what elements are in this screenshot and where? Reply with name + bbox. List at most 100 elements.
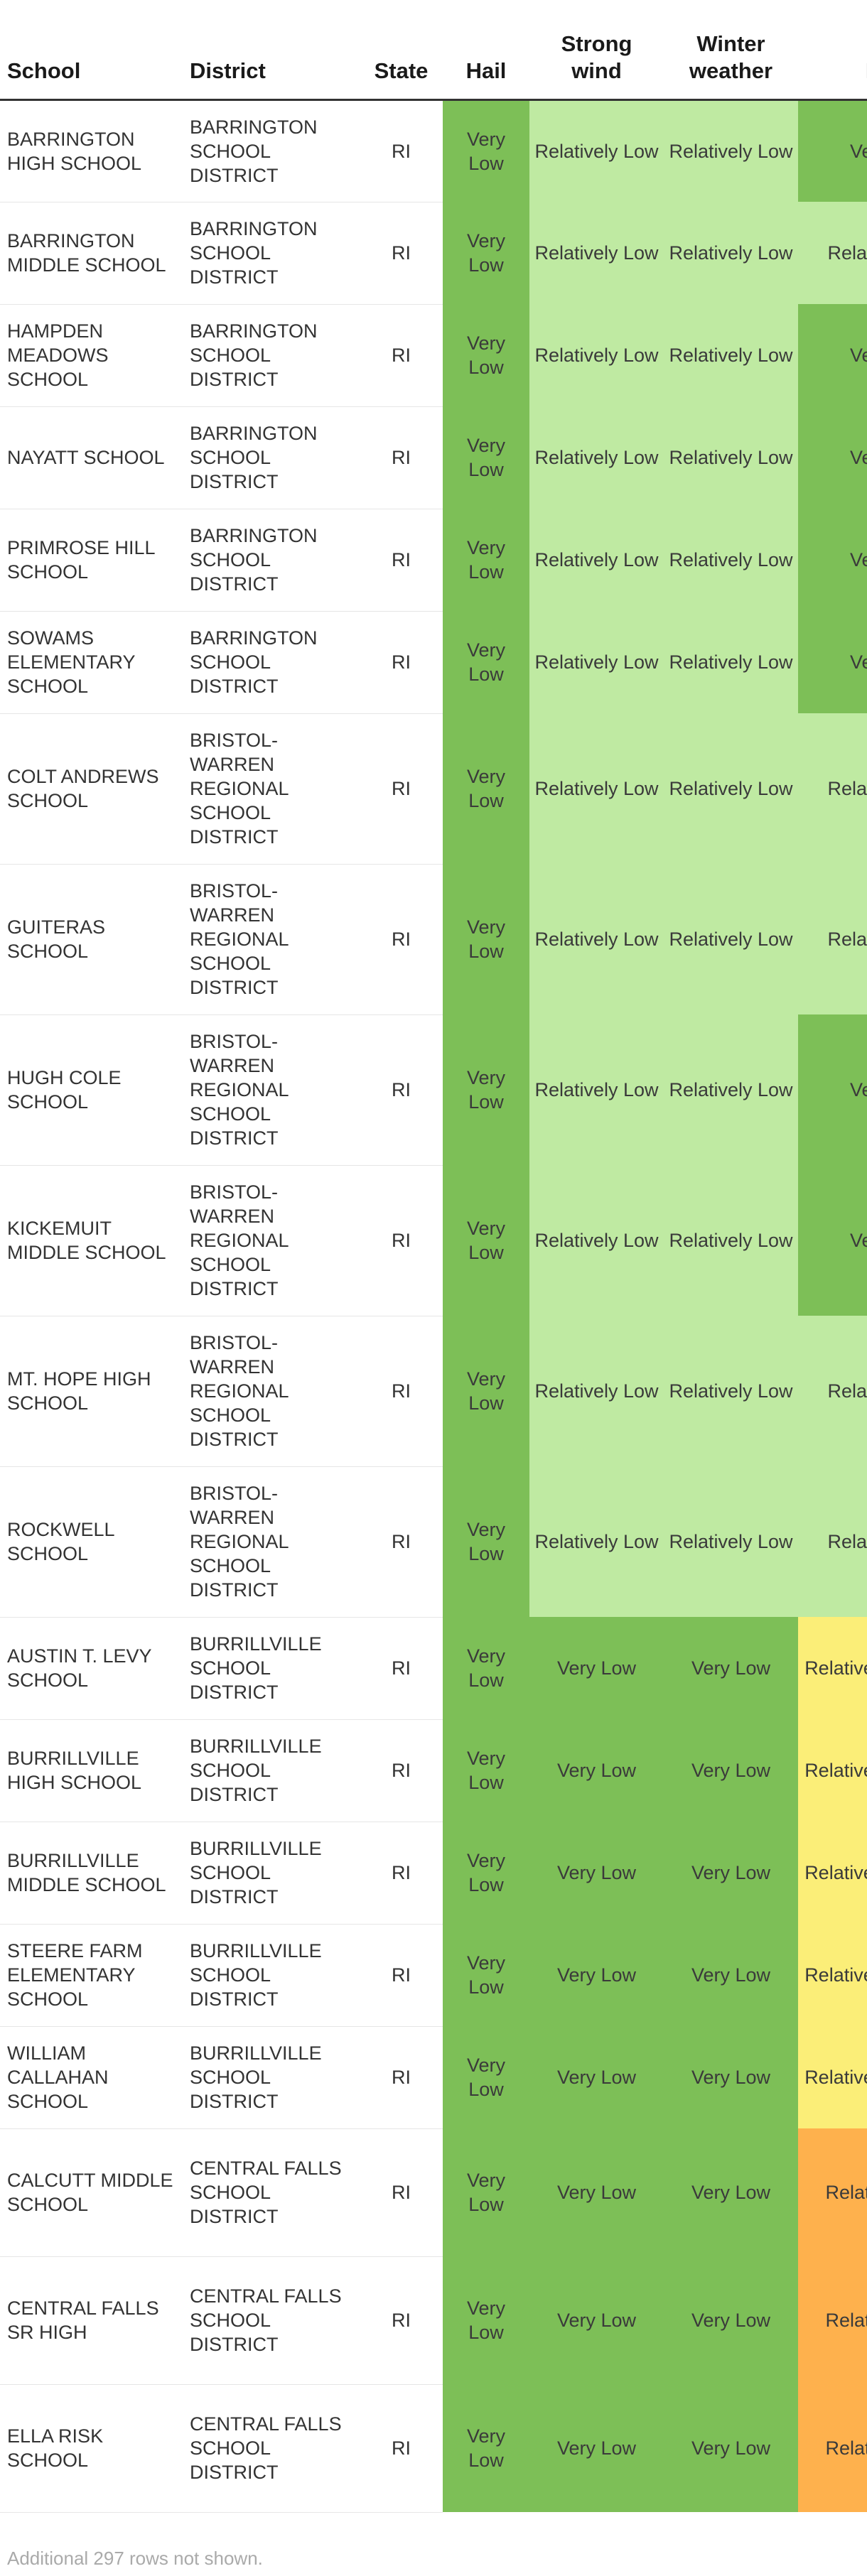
cell-strong-wind-risk: Very Low — [529, 2026, 664, 2128]
table-row: KICKEMUIT MIDDLE SCHOOL BRISTOL-WARREN RE… — [0, 1165, 867, 1316]
cell-strong-wind-risk: Very Low — [529, 2128, 664, 2256]
cell-district: BARRINGTON SCHOOL DISTRICT — [183, 304, 360, 407]
cell-winter-weather-risk: Relatively Low — [664, 406, 798, 509]
cell-school: PRIMROSE HILL SCHOOL — [0, 509, 183, 612]
cell-winter-weather-risk: Very Low — [664, 2256, 798, 2384]
cell-state: RI — [360, 1719, 443, 1822]
cell-hail-risk: Very Low — [443, 1617, 529, 1719]
table-row: AUSTIN T. LEVY SCHOOL BURRILLVILLE SCHOOL… — [0, 1617, 867, 1720]
cell-district: BURRILLVILLE SCHOOL DISTRICT — [183, 1719, 360, 1822]
cell-winter-weather-risk: Very Low — [664, 2128, 798, 2256]
cell-state: RI — [360, 1165, 443, 1316]
cell-winter-weather-risk: Relatively Low — [664, 99, 798, 202]
table-row: PRIMROSE HILL SCHOOL BARRINGTON SCHOOL DI… — [0, 509, 867, 612]
cell-school: SOWAMS ELEMENTARY SCHOOL — [0, 611, 183, 714]
cell-state: RI — [360, 2256, 443, 2385]
cell-state: RI — [360, 1822, 443, 1925]
cell-strong-wind-risk: Very Low — [529, 2256, 664, 2384]
table-row: STEERE FARM ELEMENTARY SCHOOL BURRILLVILL… — [0, 1924, 867, 2027]
cell-hail-risk: Very Low — [443, 713, 529, 864]
cell-district: CENTRAL FALLS SCHOOL DISTRICT — [183, 2256, 360, 2385]
cell-state: RI — [360, 304, 443, 407]
cell-hail-risk: Very Low — [443, 2384, 529, 2512]
cell-heat-risk: Relatively Moderate — [798, 1924, 867, 2026]
cell-winter-weather-risk: Relatively Low — [664, 1316, 798, 1466]
cell-hail-risk: Very Low — [443, 1165, 529, 1316]
cell-hail-risk: Very Low — [443, 2256, 529, 2384]
cell-hail-risk: Very Low — [443, 304, 529, 406]
cell-school: CALCUTT MIDDLE SCHOOL — [0, 2128, 183, 2257]
cell-heat-risk: Relatively High — [798, 2256, 867, 2384]
cell-heat-risk: Relatively High — [798, 2128, 867, 2256]
cell-strong-wind-risk: Relatively Low — [529, 1316, 664, 1466]
cell-district: CENTRAL FALLS SCHOOL DISTRICT — [183, 2128, 360, 2257]
cell-school: NAYATT SCHOOL — [0, 406, 183, 509]
column-header-strong-wind[interactable]: Strong wind — [529, 18, 664, 101]
table-row: CALCUTT MIDDLE SCHOOL CENTRAL FALLS SCHOO… — [0, 2128, 867, 2257]
cell-hail-risk: Very Low — [443, 202, 529, 304]
cell-district: BRISTOL-WARREN REGIONAL SCHOOL DISTRICT — [183, 713, 360, 865]
table-row: BARRINGTON HIGH SCHOOL BARRINGTON SCHOOL … — [0, 99, 867, 202]
cell-hail-risk: Very Low — [443, 509, 529, 611]
cell-strong-wind-risk: Very Low — [529, 1617, 664, 1719]
cell-hail-risk: Very Low — [443, 1316, 529, 1466]
table-row: BURRILLVILLE HIGH SCHOOL BURRILLVILLE SCH… — [0, 1719, 867, 1822]
cell-heat-risk: Relatively Low — [798, 864, 867, 1014]
cell-school: STEERE FARM ELEMENTARY SCHOOL — [0, 1924, 183, 2027]
cell-winter-weather-risk: Relatively Low — [664, 304, 798, 406]
column-header-state[interactable]: State — [360, 18, 443, 101]
column-header-district[interactable]: District — [183, 18, 360, 101]
table-row: WILLIAM CALLAHAN SCHOOL BURRILLVILLE SCHO… — [0, 2026, 867, 2129]
cell-strong-wind-risk: Very Low — [529, 1924, 664, 2026]
cell-district: BURRILLVILLE SCHOOL DISTRICT — [183, 1924, 360, 2027]
cell-hail-risk: Very Low — [443, 1014, 529, 1165]
cell-hail-risk: Very Low — [443, 1822, 529, 1924]
cell-heat-risk: Very Low — [798, 1014, 867, 1165]
cell-winter-weather-risk: Relatively Low — [664, 1014, 798, 1165]
cell-state: RI — [360, 1316, 443, 1467]
cell-school: AUSTIN T. LEVY SCHOOL — [0, 1617, 183, 1720]
cell-strong-wind-risk: Relatively Low — [529, 1165, 664, 1316]
cell-heat-risk: Relatively Low — [798, 1466, 867, 1617]
cell-strong-wind-risk: Relatively Low — [529, 202, 664, 304]
cell-strong-wind-risk: Relatively Low — [529, 99, 664, 202]
cell-district: BRISTOL-WARREN REGIONAL SCHOOL DISTRICT — [183, 1014, 360, 1166]
cell-winter-weather-risk: Relatively Low — [664, 864, 798, 1014]
column-header-hail[interactable]: Hail — [443, 18, 529, 101]
school-hazard-table: School District State Hail Strong wind W… — [0, 18, 867, 2513]
cell-district: BARRINGTON SCHOOL DISTRICT — [183, 509, 360, 612]
cell-state: RI — [360, 99, 443, 202]
cell-strong-wind-risk: Relatively Low — [529, 406, 664, 509]
cell-strong-wind-risk: Relatively Low — [529, 713, 664, 864]
column-header-winter-weather[interactable]: Winter weather — [664, 18, 798, 101]
cell-winter-weather-risk: Relatively Low — [664, 713, 798, 864]
cell-school: HAMPDEN MEADOWS SCHOOL — [0, 304, 183, 407]
cell-district: BURRILLVILLE SCHOOL DISTRICT — [183, 2026, 360, 2129]
cell-district: BRISTOL-WARREN REGIONAL SCHOOL DISTRICT — [183, 1466, 360, 1618]
cell-heat-risk: Relatively Low — [798, 713, 867, 864]
table-row: HAMPDEN MEADOWS SCHOOL BARRINGTON SCHOOL … — [0, 304, 867, 407]
cell-winter-weather-risk: Relatively Low — [664, 611, 798, 713]
cell-winter-weather-risk: Very Low — [664, 2026, 798, 2128]
cell-heat-risk: Relatively Low — [798, 202, 867, 304]
cell-winter-weather-risk: Very Low — [664, 1719, 798, 1822]
cell-strong-wind-risk: Very Low — [529, 2384, 664, 2512]
cell-state: RI — [360, 611, 443, 714]
cell-heat-risk: Very Low — [798, 1165, 867, 1316]
cell-hail-risk: Very Low — [443, 99, 529, 202]
cell-heat-risk: Relatively High — [798, 2384, 867, 2512]
cell-heat-risk: Relatively Moderate — [798, 1617, 867, 1719]
table-row: BURRILLVILLE MIDDLE SCHOOL BURRILLVILLE S… — [0, 1822, 867, 1925]
column-header-heat[interactable]: Heat — [798, 18, 867, 101]
cell-heat-risk: Very Low — [798, 304, 867, 406]
table-row: COLT ANDREWS SCHOOL BRISTOL-WARREN REGION… — [0, 713, 867, 865]
cell-school: GUITERAS SCHOOL — [0, 864, 183, 1015]
table-row: BARRINGTON MIDDLE SCHOOL BARRINGTON SCHOO… — [0, 202, 867, 305]
cell-winter-weather-risk: Very Low — [664, 1617, 798, 1719]
cell-district: CENTRAL FALLS SCHOOL DISTRICT — [183, 2384, 360, 2513]
cell-school: MT. HOPE HIGH SCHOOL — [0, 1316, 183, 1467]
table-row: ROCKWELL SCHOOL BRISTOL-WARREN REGIONAL S… — [0, 1466, 867, 1618]
cell-hail-risk: Very Low — [443, 611, 529, 713]
column-header-school[interactable]: School — [0, 18, 183, 101]
